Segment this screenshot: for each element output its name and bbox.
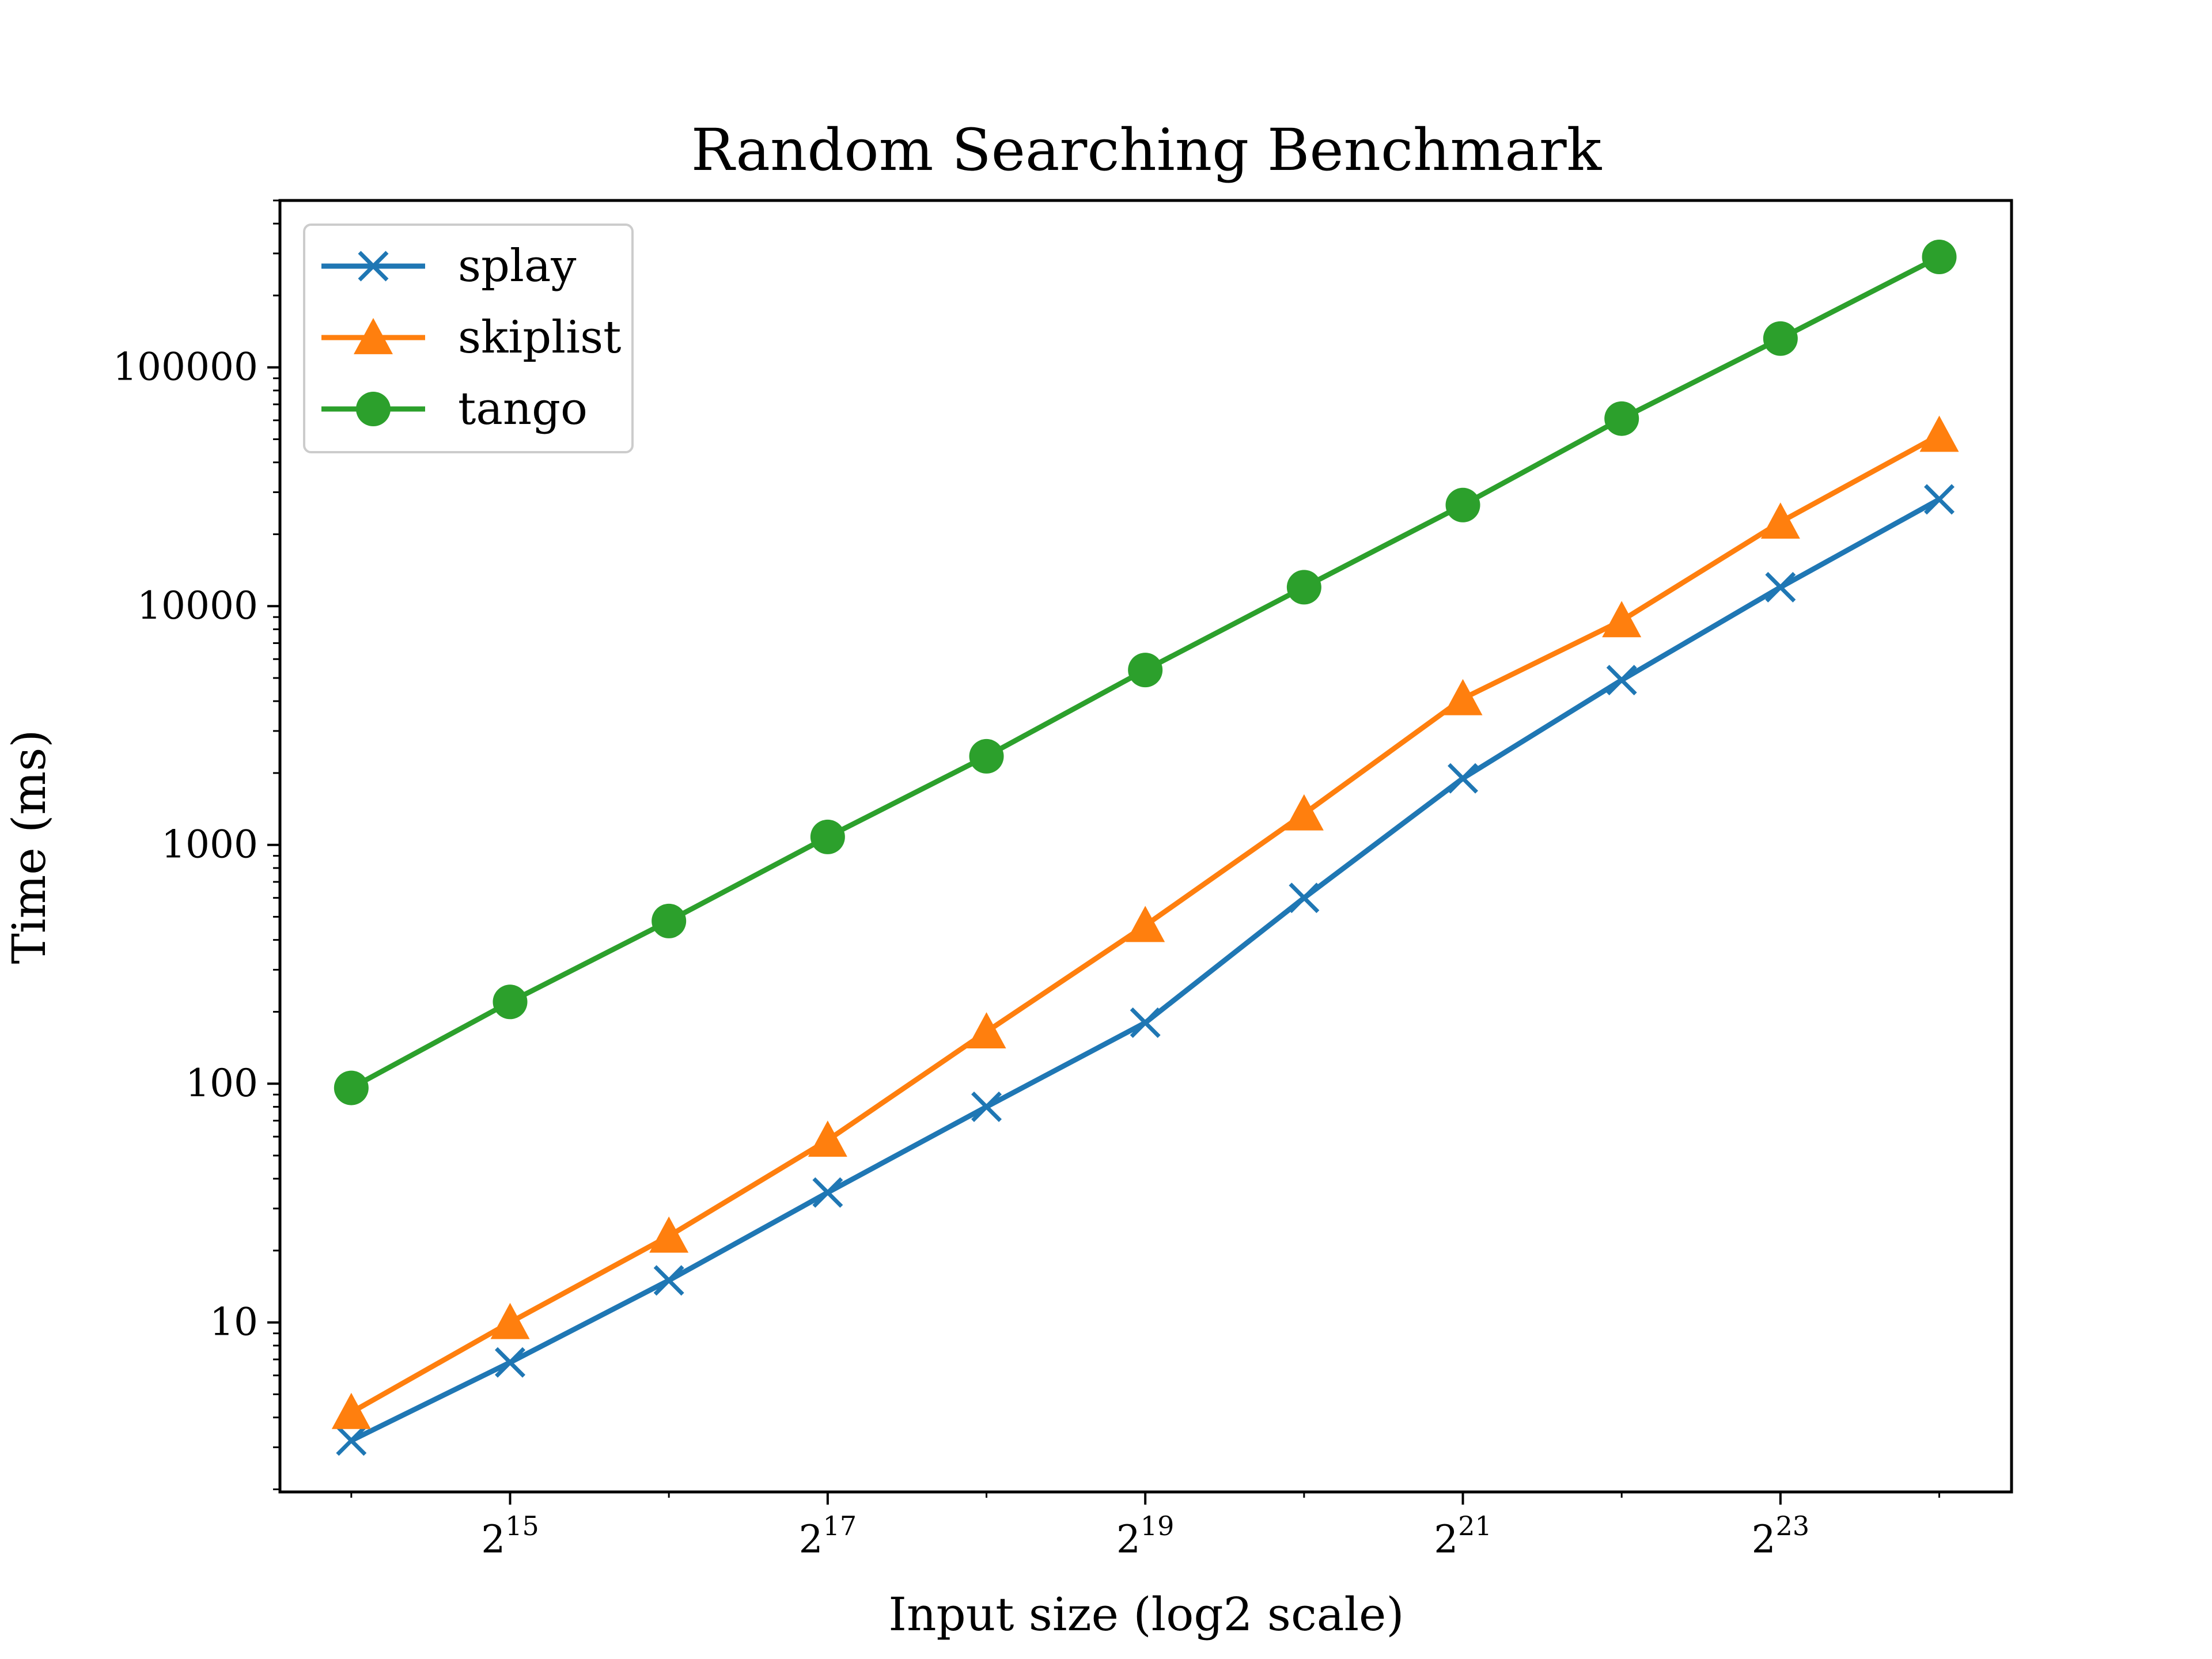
y-tick-label: 1000 [161,823,258,867]
data-point-splay-8 [1606,665,1637,696]
data-point-splay-5 [1130,1007,1161,1038]
legend-label: tango [458,383,588,435]
series-tango [334,240,1957,1105]
chart-title: Random Searching Benchmark [691,116,1603,184]
data-point-tango-2 [652,903,687,938]
y-axis: 10 100 1000 10000 100000 [113,199,280,1490]
data-point-splay-0 [336,1425,367,1456]
data-point-tango-1 [493,984,528,1020]
x-tick-base: 2 [1434,1517,1458,1562]
legend-label: skiplist [458,312,621,363]
data-point-skiplist-7 [1443,679,1483,715]
legend-item-tango: tango [321,383,588,435]
data-point-splay-9 [1765,571,1796,603]
legend-box [303,224,634,453]
data-point-splay-2 [653,1265,684,1296]
data-point-tango-8 [1604,401,1639,436]
data-point-tango-0 [334,1070,369,1105]
data-point-tango-9 [1763,321,1798,356]
data-point-tango-5 [1128,653,1163,688]
x-tick-label: 223 [1752,1510,1810,1562]
y-axis-label: Time (ms) [2,730,56,964]
y-tick-label: 10000 [137,584,258,628]
x-tick-exponent: 21 [1458,1510,1492,1541]
x-tick-label: 215 [481,1510,539,1562]
legend-marker-splay [358,251,389,282]
legend-item-skiplist: skiplist [321,312,621,363]
legend-item-splay: splay [321,240,576,292]
data-point-skiplist-5 [1126,906,1165,942]
series-skiplist [331,415,1959,1429]
data-point-splay-1 [495,1347,525,1378]
series-splay [336,484,1955,1456]
legend-marker-skiplist [354,318,393,354]
data-point-skiplist-1 [490,1302,530,1339]
x-tick-base: 2 [481,1517,505,1562]
x-axis-label: Input size (log2 scale) [888,1588,1404,1641]
plot-area [331,240,1959,1456]
data-point-tango-3 [810,819,845,854]
data-point-skiplist-0 [331,1392,371,1429]
x-axis: 215 217 219 221 223 [350,1492,1941,1562]
legend: splay skiplist tango [303,224,634,453]
data-point-skiplist-6 [1284,794,1324,831]
x-tick-exponent: 23 [1776,1510,1810,1541]
data-point-tango-6 [1286,570,1321,605]
legend-label: splay [458,240,576,292]
data-point-skiplist-3 [808,1120,847,1157]
x-tick-base: 2 [1116,1517,1141,1562]
data-point-skiplist-9 [1760,502,1800,539]
x-tick-label: 219 [1116,1510,1175,1562]
y-tick-label: 100000 [113,345,258,389]
x-tick-base: 2 [799,1517,823,1562]
data-point-splay-4 [971,1091,1002,1122]
data-point-skiplist-2 [649,1216,689,1253]
data-point-splay-10 [1924,484,1955,515]
data-point-skiplist-8 [1602,601,1642,638]
y-tick-label: 10 [210,1300,258,1344]
data-point-tango-10 [1922,240,1957,275]
x-tick-base: 2 [1752,1517,1776,1562]
data-point-skiplist-10 [1919,415,1959,452]
data-point-tango-7 [1445,487,1480,522]
x-tick-exponent: 19 [1141,1510,1175,1541]
x-tick-label: 217 [799,1510,857,1562]
x-tick-exponent: 15 [505,1510,539,1541]
data-point-splay-7 [1448,763,1479,794]
x-tick-exponent: 17 [823,1510,857,1541]
data-point-tango-4 [969,738,1004,774]
legend-marker-tango [356,392,391,426]
data-point-splay-3 [812,1177,843,1208]
x-tick-label: 221 [1434,1510,1492,1562]
y-tick-label: 100 [185,1061,258,1105]
data-point-skiplist-4 [967,1012,1006,1048]
data-point-splay-6 [1289,882,1320,914]
